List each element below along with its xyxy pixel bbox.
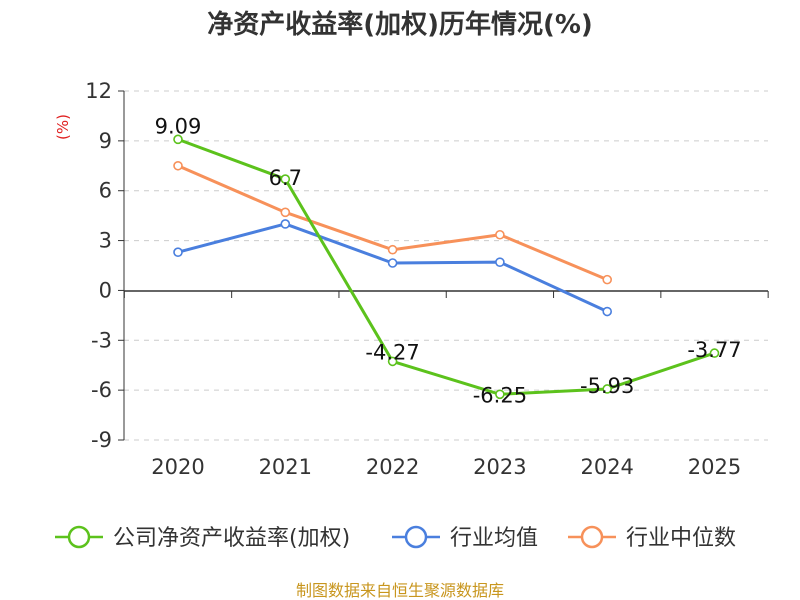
legend-swatch-marker xyxy=(580,525,604,549)
y-tick-label: -9 xyxy=(91,428,112,452)
data-point xyxy=(495,257,505,267)
gridlines xyxy=(124,90,768,441)
x-tick-label: 2024 xyxy=(580,455,633,479)
y-tick-label: 9 xyxy=(99,129,112,153)
chart-title: 净资产收益率(加权)历年情况(%) xyxy=(207,9,593,40)
legend-item: 公司净资产收益率(加权) xyxy=(55,525,350,551)
data-point xyxy=(173,247,183,258)
legend-label: 行业中位数 xyxy=(626,526,736,551)
y-axis-unit-label: (%) xyxy=(54,114,72,140)
y-tick-label: -3 xyxy=(91,328,112,352)
data-point xyxy=(602,384,613,394)
data-label: 6.7 xyxy=(269,166,302,190)
data-label: -6.25 xyxy=(473,383,527,407)
data-labels: 9.09 6.7 -4.27 -6.25 -5.93 -3.77 xyxy=(155,114,742,407)
data-point xyxy=(387,258,398,268)
data-point xyxy=(280,174,291,184)
y-tick-label: 3 xyxy=(99,229,112,253)
y-tick-label: 12 xyxy=(85,79,112,103)
legend-label: 公司净资产收益率(加权) xyxy=(113,526,350,551)
data-label: 9.09 xyxy=(155,114,202,138)
data-point xyxy=(173,134,183,145)
source-note: 制图数据来自恒生聚源数据库 xyxy=(296,581,504,600)
data-point xyxy=(280,219,291,229)
data-label: -4.27 xyxy=(365,340,419,364)
data-point xyxy=(387,244,398,255)
legend-item: 行业均值 xyxy=(392,525,538,551)
data-point xyxy=(602,306,613,317)
data-label: -5.93 xyxy=(580,374,634,398)
data-point xyxy=(495,389,505,400)
x-tick-label: 2025 xyxy=(688,455,741,479)
series-line-0 xyxy=(177,137,715,396)
axes xyxy=(118,90,769,441)
x-tick-label: 2021 xyxy=(259,455,312,479)
legend-label: 行业均值 xyxy=(450,526,538,551)
x-tick-label: 2023 xyxy=(473,455,526,479)
data-point xyxy=(387,356,398,367)
data-point xyxy=(602,274,613,285)
data-point xyxy=(280,207,291,218)
legend: 公司净资产收益率(加权) 行业均值 行业中位数 xyxy=(55,525,736,551)
y-tick-label: 0 xyxy=(99,278,112,302)
series-lines xyxy=(173,134,720,400)
legend-item: 行业中位数 xyxy=(568,525,736,551)
legend-swatch-marker xyxy=(404,525,428,549)
x-tick-label: 2022 xyxy=(366,455,419,479)
y-tick-label: 6 xyxy=(99,179,112,203)
y-tick-labels: 12 9 6 3 0 -3 -6 -9 xyxy=(85,79,112,452)
data-point xyxy=(709,348,720,358)
data-label: -3.77 xyxy=(687,338,741,362)
y-tick-label: -6 xyxy=(91,378,112,402)
x-tick-labels: 2020 2021 2022 2023 2024 2025 xyxy=(151,455,741,479)
x-tick-label: 2020 xyxy=(151,455,204,479)
data-point xyxy=(495,229,505,240)
legend-swatch-marker xyxy=(67,525,91,549)
data-point xyxy=(173,160,183,171)
